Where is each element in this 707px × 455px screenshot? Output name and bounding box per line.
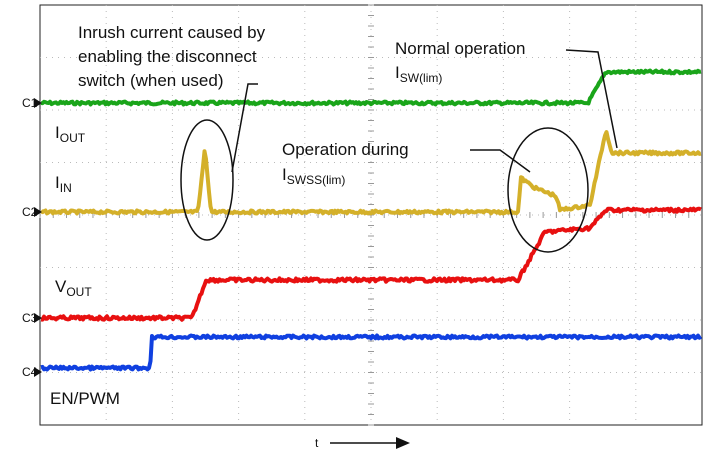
channel-marker xyxy=(34,98,42,108)
inrush-text: enabling the disconnect xyxy=(78,47,257,66)
channel-marker xyxy=(34,313,42,323)
trace-label: EN/PWM xyxy=(50,389,120,408)
x-axis-label: t xyxy=(315,436,319,450)
time-arrowhead xyxy=(396,437,410,449)
normal-symbol: ISW(lim) xyxy=(395,63,442,85)
inrush-leader xyxy=(231,83,258,173)
subscript: OUT xyxy=(66,285,92,299)
subscript: SWSS(lim) xyxy=(287,173,346,187)
channel-label: C1 xyxy=(22,96,38,110)
inrush-ellipse xyxy=(180,119,234,241)
trace-label: VOUT xyxy=(55,277,92,299)
symbol: I xyxy=(395,63,400,82)
limit-ellipse xyxy=(507,127,589,253)
channel-label: C3 xyxy=(22,311,38,325)
during-text: Operation during xyxy=(282,140,409,159)
trace-c2 xyxy=(39,130,702,216)
inrush-text: switch (when used) xyxy=(78,71,224,90)
inrush-text: Inrush current caused by xyxy=(78,23,266,42)
subscript: IN xyxy=(60,181,72,195)
trace-c1 xyxy=(40,68,702,107)
symbol: I xyxy=(282,165,287,184)
symbol: V xyxy=(55,277,67,296)
subscript: OUT xyxy=(60,131,86,145)
normal-leader xyxy=(565,49,618,149)
symbol: I xyxy=(55,123,60,142)
channel-label: C4 xyxy=(22,365,38,379)
during-leader xyxy=(470,149,531,173)
channel-label: C2 xyxy=(22,205,38,219)
normal-text: Normal operation xyxy=(395,39,525,58)
trace-label: IIN xyxy=(55,173,72,195)
traces xyxy=(39,68,703,372)
channel-marker xyxy=(34,207,42,217)
trace-c4 xyxy=(40,333,703,372)
trace-label: IOUT xyxy=(55,123,86,145)
subscript: SW(lim) xyxy=(400,71,443,85)
during-symbol: ISWSS(lim) xyxy=(282,165,345,187)
trace-c3 xyxy=(40,206,702,322)
channel-marker xyxy=(34,367,42,377)
symbol: I xyxy=(55,173,60,192)
